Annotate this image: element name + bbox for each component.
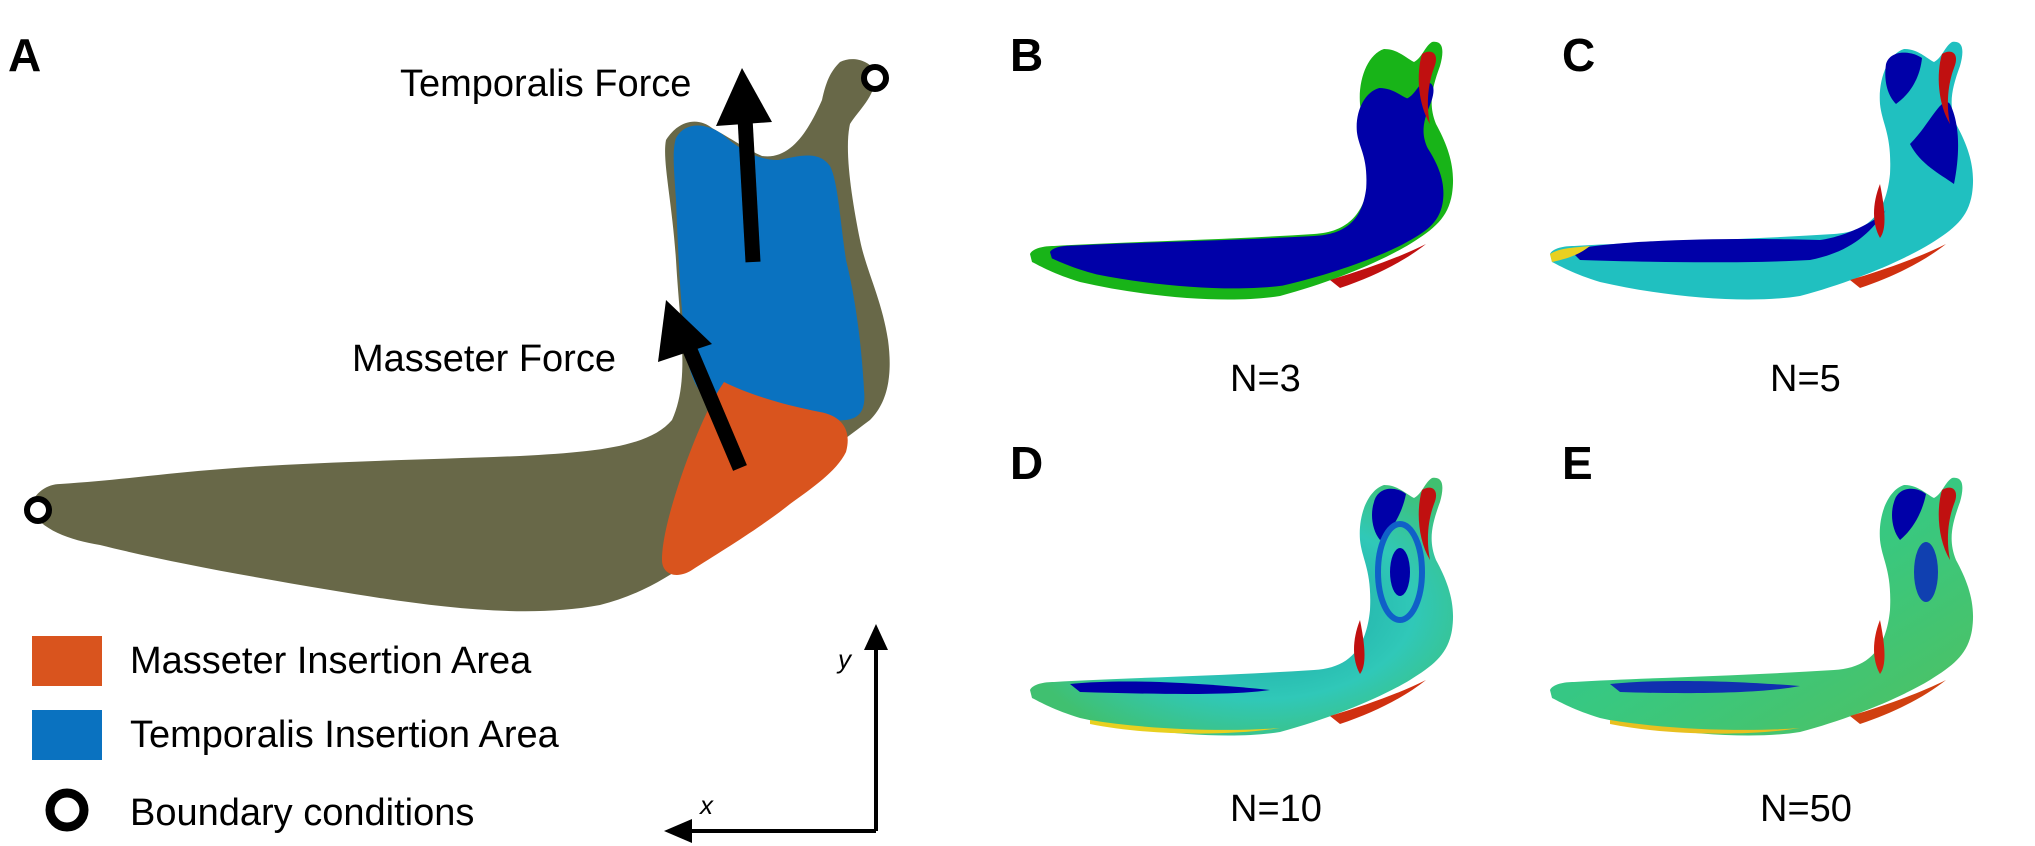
x-axis-label: x	[700, 790, 713, 820]
coordinate-axes	[664, 624, 888, 843]
temporalis-force-arrow	[716, 68, 772, 263]
y-axis-label: y	[838, 644, 851, 674]
masseter-insertion-area	[662, 382, 848, 575]
panel-label-e: E	[1562, 437, 1593, 489]
temporalis-force-label: Temporalis Force	[400, 63, 692, 105]
caption-n10: N=10	[1230, 788, 1322, 830]
legend-temporalis-label: Temporalis Insertion Area	[130, 714, 559, 756]
legend-masseter-swatch	[32, 636, 102, 686]
boundary-marker-anterior	[24, 496, 52, 524]
panel-label-a: A	[8, 29, 42, 81]
legend-temporalis-swatch	[32, 710, 102, 760]
jaw-bone-shape	[30, 59, 890, 612]
caption-n5: N=5	[1770, 358, 1841, 400]
legend-masseter-label: Masseter Insertion Area	[130, 640, 532, 682]
temporalis-insertion-area	[673, 125, 865, 422]
caption-n3: N=3	[1230, 358, 1301, 400]
stress-map-n10	[1030, 477, 1454, 736]
legend-boundary-label: Boundary conditions	[130, 792, 475, 834]
masseter-force-arrow	[658, 300, 747, 471]
stress-map-n3	[1030, 41, 1454, 300]
stress-map-n5	[1550, 41, 1974, 300]
panel-label-c: C	[1562, 29, 1596, 81]
panel-label-d: D	[1010, 437, 1044, 489]
stress-map-n50	[1550, 477, 1974, 736]
caption-n50: N=50	[1760, 788, 1852, 830]
legend-boundary-marker	[45, 788, 89, 832]
masseter-force-label: Masseter Force	[352, 338, 616, 380]
panel-label-b: B	[1010, 29, 1044, 81]
boundary-marker-condyle	[861, 64, 889, 92]
